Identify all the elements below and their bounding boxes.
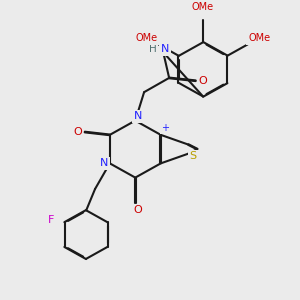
Text: N: N — [134, 111, 142, 122]
Text: O: O — [73, 127, 82, 137]
Text: OMe: OMe — [192, 2, 214, 12]
Text: O: O — [134, 206, 142, 215]
Text: OMe: OMe — [248, 33, 270, 43]
Text: N: N — [100, 158, 108, 168]
Text: N: N — [160, 44, 169, 54]
Text: H: H — [149, 44, 157, 54]
Text: +: + — [161, 123, 169, 133]
Text: S: S — [189, 152, 197, 161]
Text: O: O — [199, 76, 207, 86]
Text: OMe: OMe — [136, 33, 158, 43]
Text: F: F — [48, 214, 55, 225]
